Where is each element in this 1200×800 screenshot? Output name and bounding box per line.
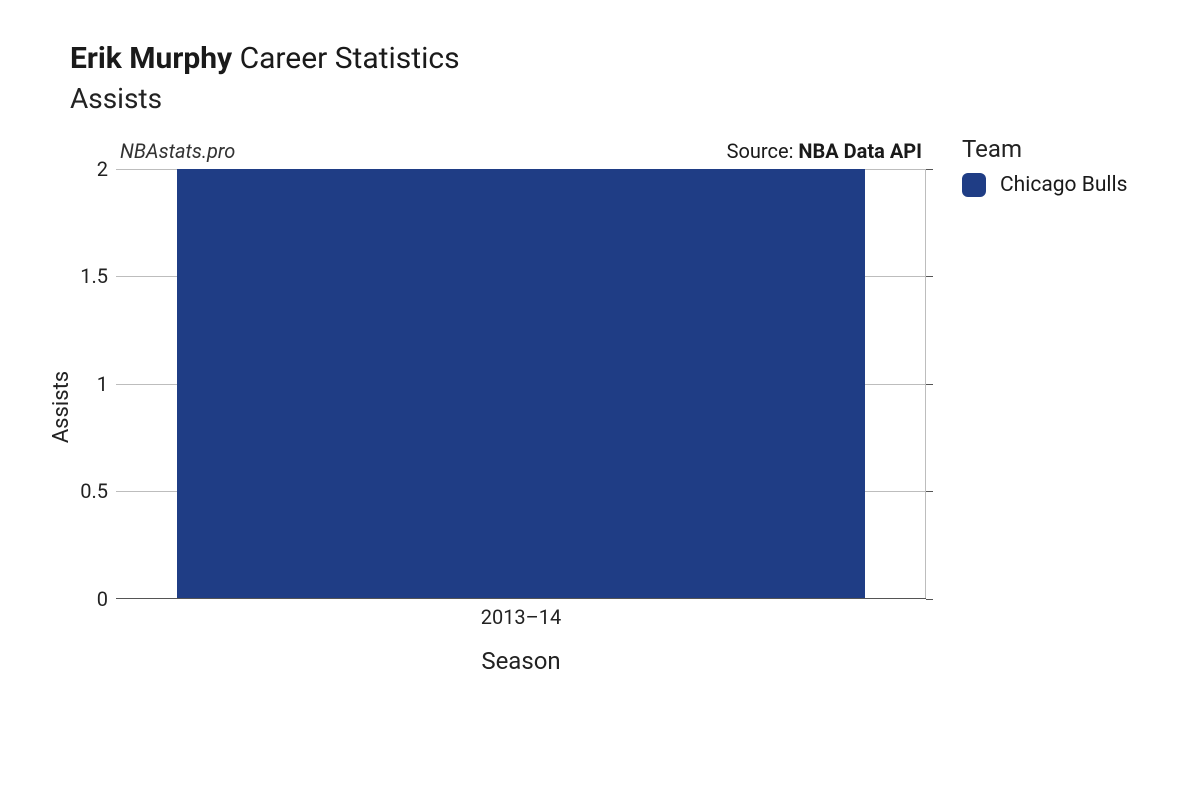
ytick-label: 0.5 bbox=[80, 479, 108, 503]
annot-source: Source: NBA Data API bbox=[727, 139, 922, 163]
ytick-mark bbox=[926, 169, 933, 170]
ytick-label: 1 bbox=[97, 372, 108, 396]
bar bbox=[177, 169, 866, 598]
plot-wrap: 00.511.52 bbox=[68, 169, 926, 599]
chart-title: Erik Murphy Career Statistics bbox=[70, 40, 1160, 78]
legend-swatch bbox=[962, 173, 986, 197]
legend-title: Team bbox=[962, 135, 1127, 163]
top-annotations: NBAstats.pro Source: NBA Data API bbox=[116, 139, 926, 169]
ytick-mark bbox=[926, 276, 933, 277]
ylabel-wrap: Assists bbox=[40, 139, 68, 675]
plot-area bbox=[116, 169, 926, 599]
title-bold: Erik Murphy bbox=[70, 41, 232, 76]
x-axis-label: Season bbox=[116, 647, 926, 675]
annot-site: NBAstats.pro bbox=[120, 139, 235, 163]
ytick-label: 0 bbox=[97, 587, 108, 611]
source-label: Source: bbox=[727, 139, 799, 163]
ytick-mark bbox=[926, 599, 933, 600]
legend: Team Chicago Bulls bbox=[962, 135, 1127, 197]
ytick-mark bbox=[926, 384, 933, 385]
chart-row: Assists NBAstats.pro Source: NBA Data AP… bbox=[40, 139, 1160, 675]
legend-item: Chicago Bulls bbox=[962, 173, 1127, 197]
ytick-label: 1.5 bbox=[80, 264, 108, 288]
source-name: NBA Data API bbox=[798, 139, 922, 163]
ytick-column: 00.511.52 bbox=[68, 169, 116, 599]
title-block: Erik Murphy Career Statistics Assists bbox=[70, 40, 1160, 115]
xtick-row: 2013–14 bbox=[116, 599, 926, 633]
title-rest: Career Statistics bbox=[232, 41, 459, 76]
legend-label: Chicago Bulls bbox=[1000, 173, 1127, 197]
xtick-label: 2013–14 bbox=[481, 605, 562, 629]
chart-container: Erik Murphy Career Statistics Assists As… bbox=[0, 0, 1200, 800]
chart-subtitle: Assists bbox=[70, 82, 1160, 115]
legend-items: Chicago Bulls bbox=[962, 173, 1127, 197]
ytick-mark bbox=[926, 491, 933, 492]
chart-column: NBAstats.pro Source: NBA Data API 0 0.5 1 1… bbox=[68, 139, 926, 675]
ytick-label: 2 bbox=[97, 157, 108, 181]
